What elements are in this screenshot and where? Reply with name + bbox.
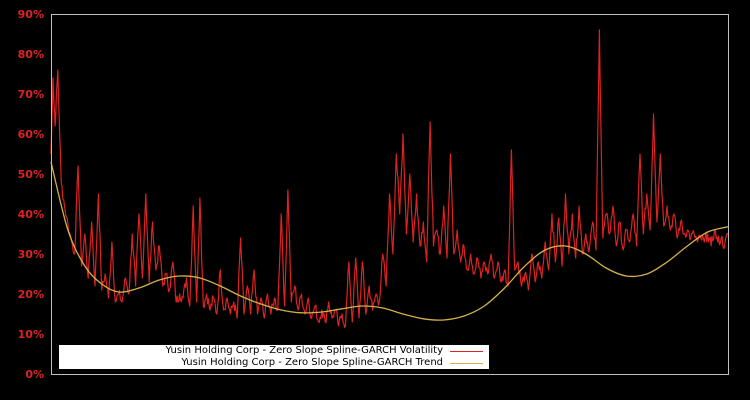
y-tick-label: 90%	[18, 8, 44, 21]
legend-label-volatility: Yusin Holding Corp - Zero Slope Spline-G…	[165, 345, 443, 356]
legend: Yusin Holding Corp - Zero Slope Spline-G…	[59, 345, 489, 369]
legend-item-trend: Yusin Holding Corp - Zero Slope Spline-G…	[181, 357, 443, 369]
trend-line	[50, 161, 729, 321]
legend-swatch-trend	[450, 363, 483, 364]
y-tick-label: 10%	[18, 328, 44, 341]
y-tick-label: 0%	[25, 368, 44, 381]
y-tick-label: 30%	[18, 248, 44, 261]
volatility-line	[50, 29, 729, 328]
series-group	[50, 29, 729, 328]
y-tick-label: 50%	[18, 168, 44, 181]
y-tick-label: 60%	[18, 128, 44, 141]
y-tick-label: 40%	[18, 208, 44, 221]
y-axis-labels: 0% 10% 20% 30% 40% 50% 60% 70% 80% 90%	[18, 8, 44, 381]
y-tick-label: 80%	[18, 48, 44, 61]
y-tick-label: 70%	[18, 88, 44, 101]
plot-frame	[51, 14, 729, 375]
y-tick-label: 20%	[18, 288, 44, 301]
legend-swatch-volatility	[450, 351, 483, 352]
legend-item-volatility: Yusin Holding Corp - Zero Slope Spline-G…	[166, 345, 443, 357]
legend-label-trend: Yusin Holding Corp - Zero Slope Spline-G…	[181, 357, 443, 368]
